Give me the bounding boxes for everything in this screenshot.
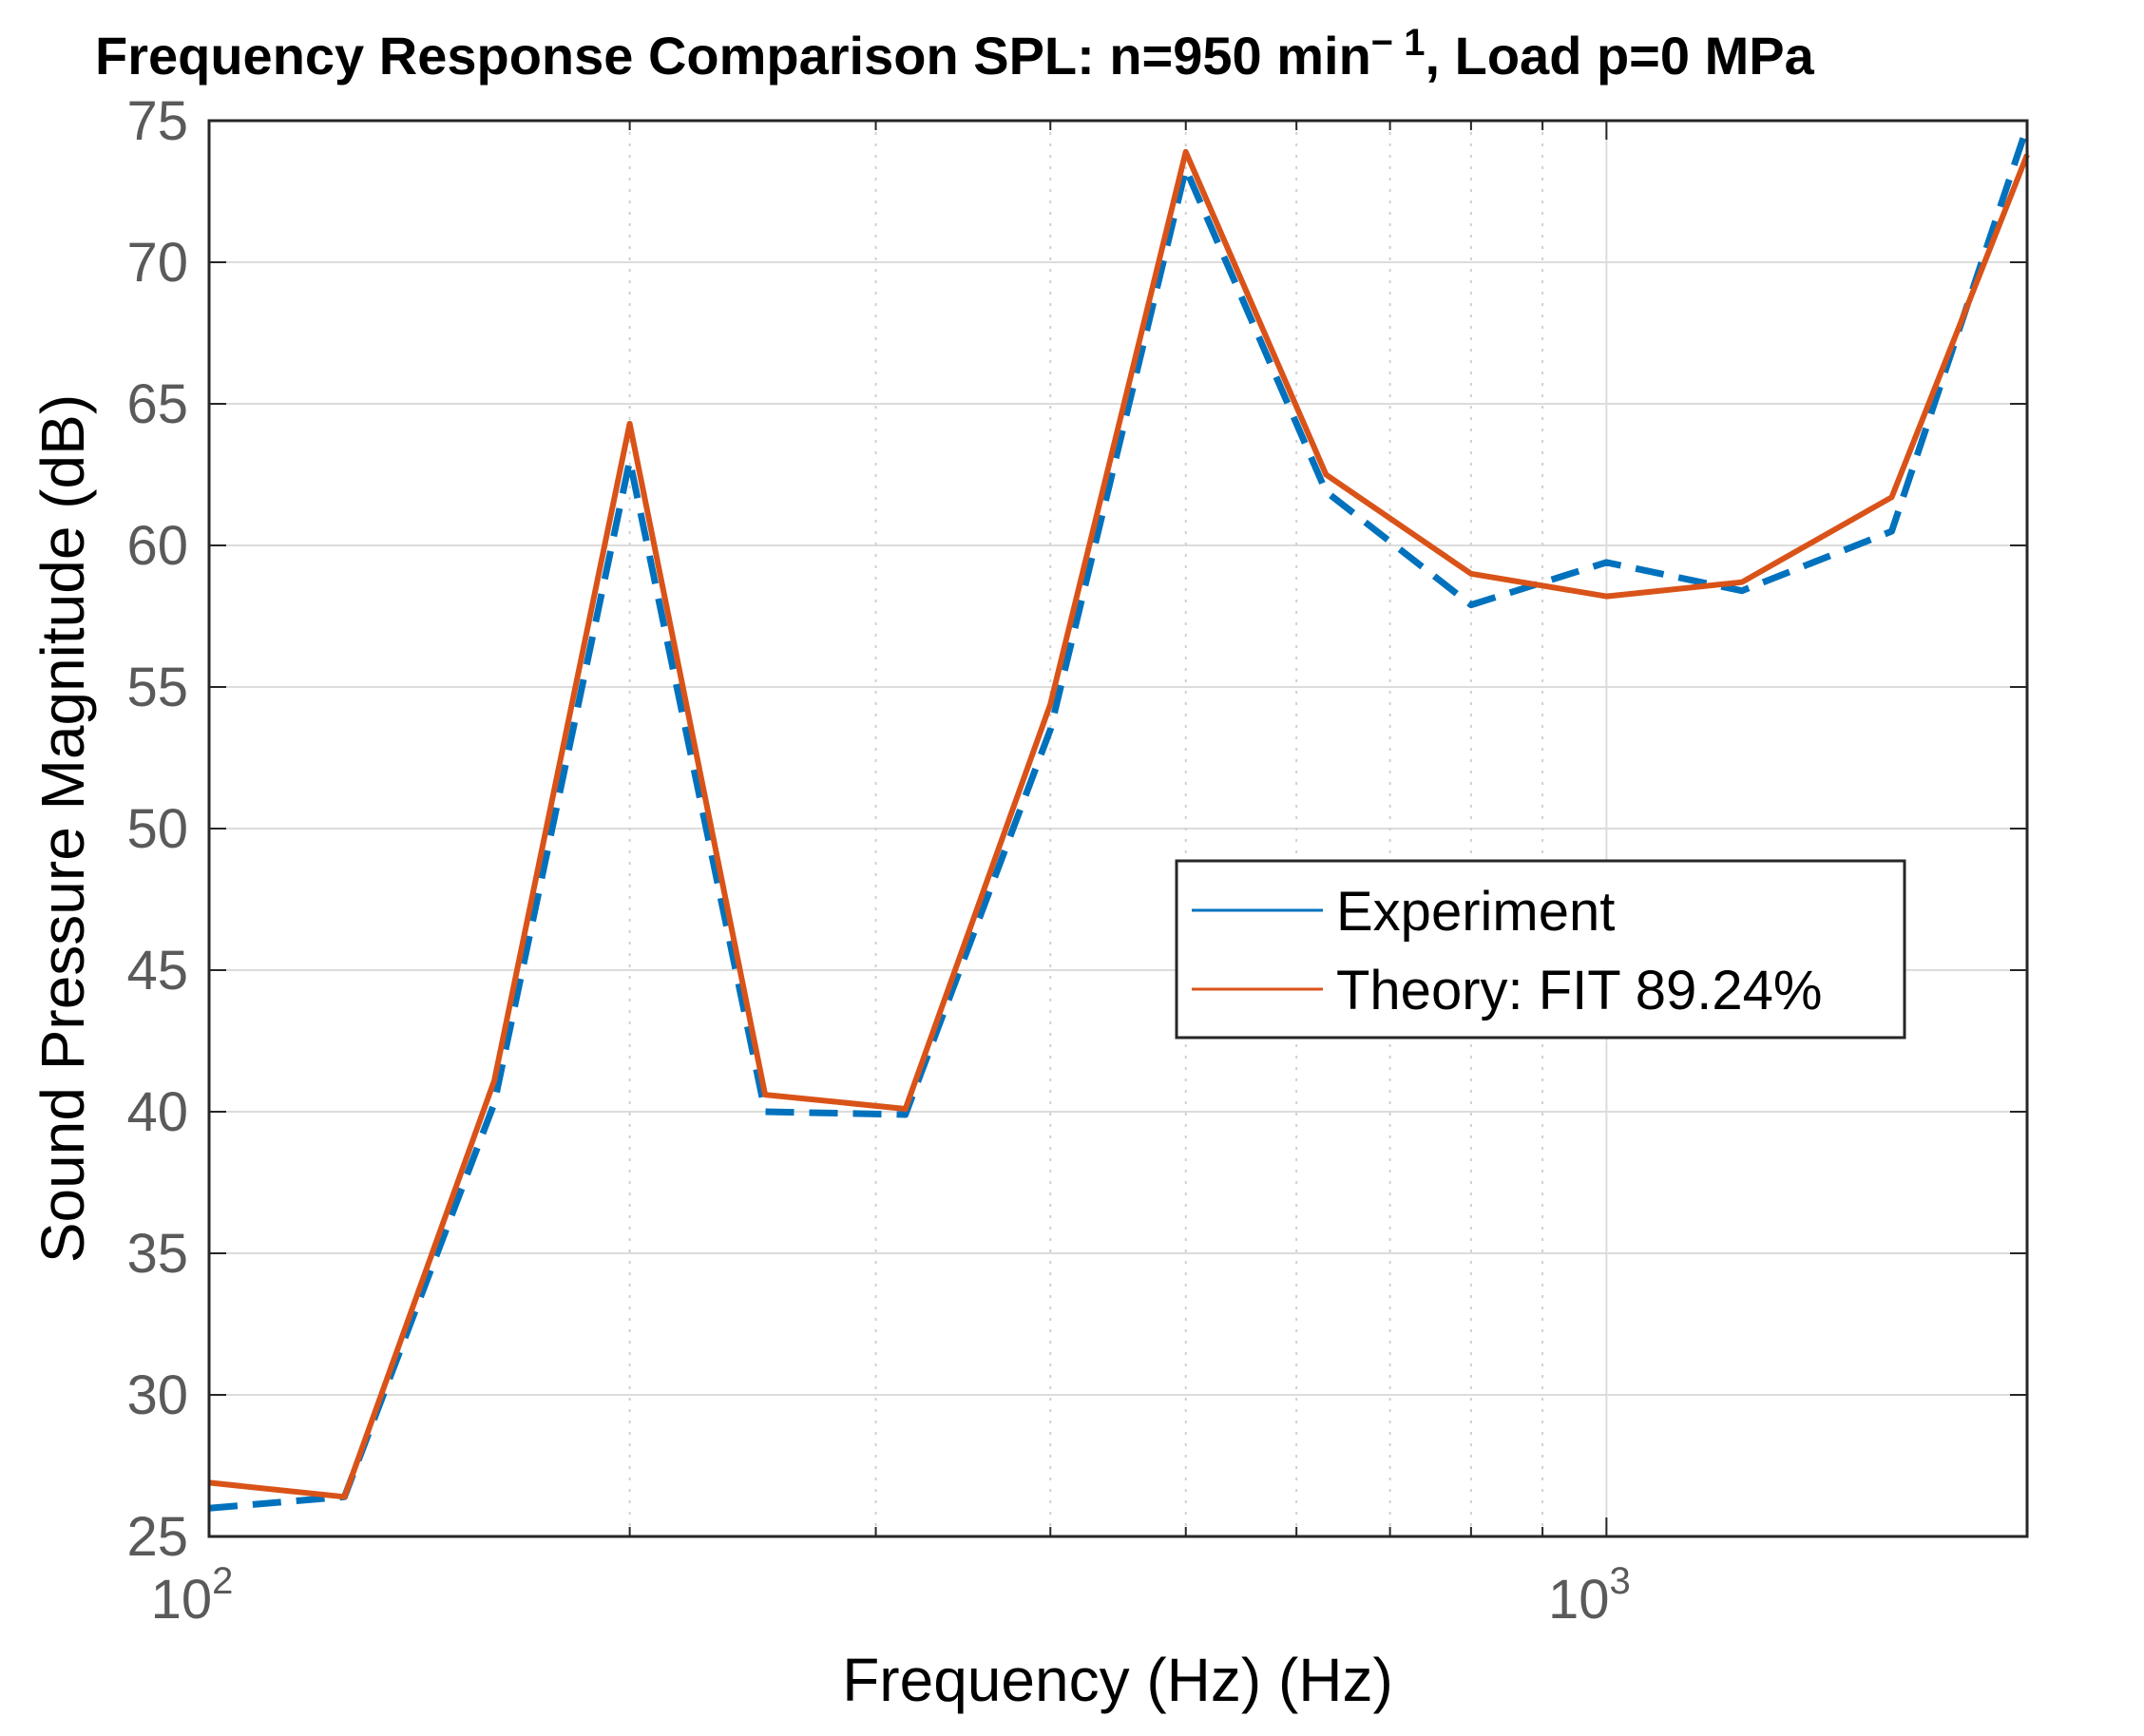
y-tick-label: 55 xyxy=(126,657,188,718)
series-line-theory xyxy=(208,148,2030,1500)
chart-title-superscript: − 1 xyxy=(1371,22,1426,64)
x-tick-label: 102 xyxy=(151,1560,234,1631)
y-tick-label: 60 xyxy=(126,515,188,577)
series-line-experiment xyxy=(208,124,2031,1512)
y-tick-label: 30 xyxy=(126,1364,188,1426)
legend-label-theory: Theory: FIT 89.24% xyxy=(1336,960,1823,1021)
y-axis-label: Sound Pressure Magnitude (dB) xyxy=(29,394,97,1263)
grid-lines xyxy=(209,121,2027,1536)
y-tick-label: 70 xyxy=(126,232,188,294)
x-axis-label: Frequency (Hz) (Hz) xyxy=(842,1646,1393,1714)
y-tick-label: 35 xyxy=(126,1223,188,1285)
chart-title: Frequency Response Comparison SPL: n=950… xyxy=(95,22,1815,86)
legend-box xyxy=(1175,859,1906,1040)
y-tick-label: 50 xyxy=(126,798,188,860)
x-tick-label: 103 xyxy=(1548,1560,1631,1631)
y-tick-labels: 25 30 35 40 45 50 55 60 65 70 75 xyxy=(126,90,188,1568)
chart-title-suffix: , Load p=0 MPa xyxy=(1426,26,1815,86)
y-tick-label: 75 xyxy=(126,90,188,152)
legend-label-experiment: Experiment xyxy=(1336,881,1615,943)
tick-marks xyxy=(209,120,2027,1537)
y-tick-label: 65 xyxy=(126,373,188,435)
y-tick-label: 25 xyxy=(126,1506,188,1568)
x-tick-labels: 102 103 xyxy=(151,1560,1631,1631)
y-tick-label: 40 xyxy=(126,1081,188,1143)
chart-title-main: Frequency Response Comparison SPL: n=950… xyxy=(95,26,1371,86)
y-tick-label: 45 xyxy=(126,940,188,1002)
legend: Experiment Theory: FIT 89.24% xyxy=(1175,859,1906,1040)
